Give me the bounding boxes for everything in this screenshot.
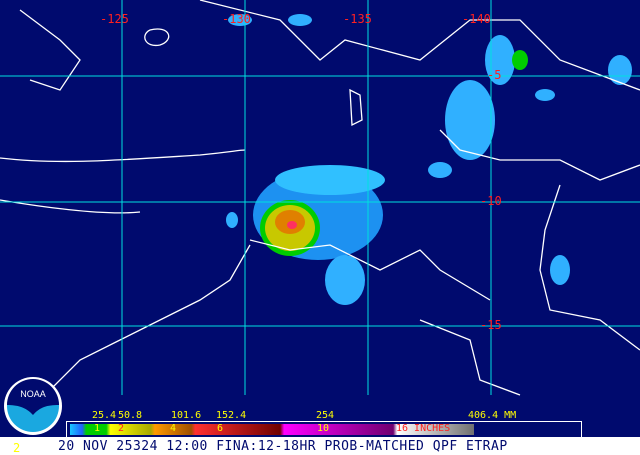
legend-inch-label: 16 INCHES — [396, 423, 451, 434]
lat-lon-grid — [0, 0, 640, 395]
rain-area — [550, 255, 570, 285]
rain-area — [445, 80, 495, 160]
rain-area — [512, 50, 528, 70]
longitude-label: -130 — [222, 12, 251, 26]
legend-inch-label: 6 — [217, 423, 224, 434]
noaa-logo: NOAA — [4, 377, 62, 435]
legend-mm-label: 101.6 — [171, 410, 202, 421]
legend-inch-label: 1 — [94, 423, 101, 434]
caption-bar: 2 20 NOV 25324 12:00 FINA:12-18HR PROB-M… — [0, 437, 640, 455]
legend-mm-label: 152.4 — [216, 410, 247, 421]
coastlines — [0, 0, 640, 401]
coastline — [439, 129, 640, 181]
coastline — [419, 319, 521, 396]
legend-mm-label: 50.8 — [118, 410, 143, 421]
coastline — [539, 184, 640, 351]
coastline — [0, 199, 141, 214]
color-scale-legend: 1 2 4 6 10 16 INCHES — [66, 421, 582, 438]
latitude-label: -15 — [480, 318, 502, 332]
legend-mm-label: 25.4 — [92, 410, 117, 421]
precipitation-field — [226, 14, 632, 305]
coastline — [249, 239, 491, 301]
coastline — [0, 149, 246, 163]
rain-area — [288, 14, 312, 26]
coastline — [39, 244, 251, 401]
latitude-label: -5 — [487, 68, 502, 82]
rain-area — [428, 162, 452, 178]
rain-area — [325, 255, 365, 305]
legend-inch-label: 4 — [170, 423, 177, 434]
latitude-label: -10 — [480, 194, 502, 208]
frame-number: 2 — [13, 441, 21, 455]
rain-area — [226, 212, 238, 228]
logo-text: NOAA — [20, 389, 46, 399]
rain-area — [228, 14, 252, 26]
legend-inch-label: 10 — [317, 423, 330, 434]
rain-area — [275, 165, 385, 195]
legend-inch-label: 2 — [118, 423, 125, 434]
coastline — [199, 0, 640, 91]
rain-area — [535, 89, 555, 101]
coastline — [349, 88, 363, 127]
coastline — [19, 9, 81, 91]
longitude-label: -125 — [100, 12, 129, 26]
rain-area — [608, 55, 632, 85]
legend-mm-label: 254 — [316, 410, 335, 421]
longitude-label: -140 — [462, 12, 491, 26]
map-panel: -125 -130 -135 -140 -5 -10 -15 NOAA 25.4… — [0, 0, 640, 438]
rain-area — [485, 35, 515, 85]
rain-area — [287, 221, 297, 229]
coastline — [144, 28, 170, 47]
map-graphic — [0, 0, 640, 401]
legend-mm-label: 406.4 MM — [468, 410, 517, 421]
product-caption: 20 NOV 25324 12:00 FINA:12-18HR PROB-MAT… — [58, 439, 508, 454]
longitude-label: -135 — [343, 12, 372, 26]
color-scale-gradient — [70, 424, 474, 435]
